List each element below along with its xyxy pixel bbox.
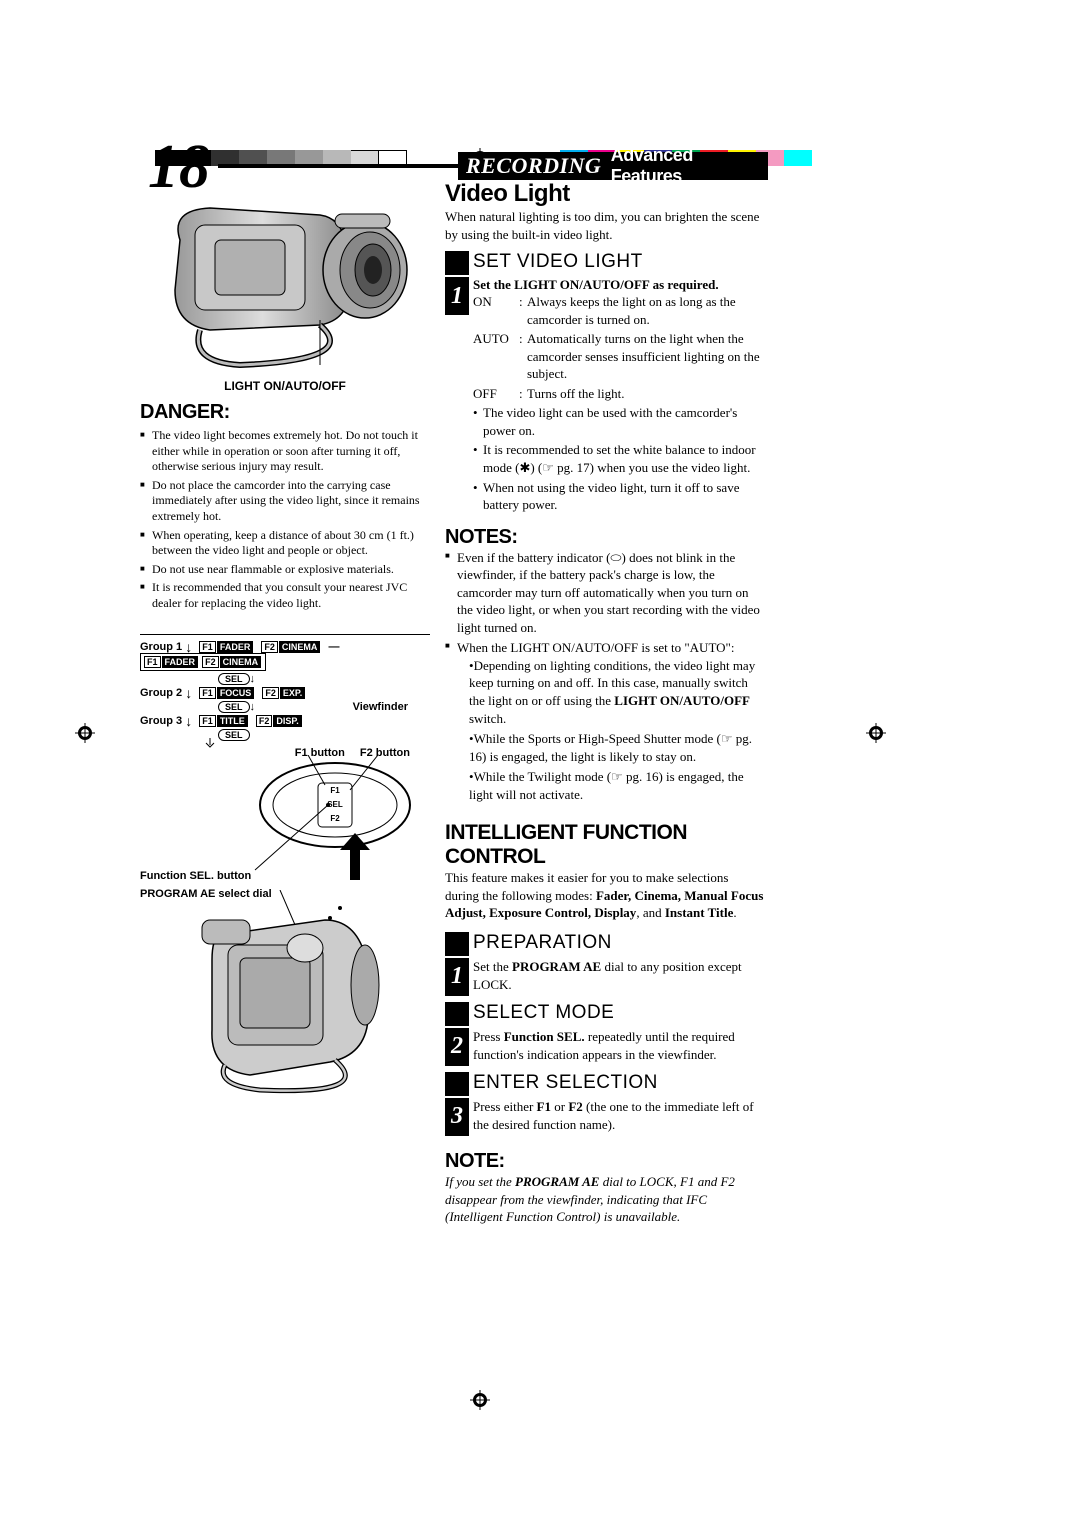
auto-value: Automatically turns on the light when th… xyxy=(527,330,765,383)
video-light-title: Video Light xyxy=(445,180,765,208)
registration-mark-right xyxy=(866,723,886,749)
title-tag: TITLE xyxy=(217,715,248,727)
auto-term: AUTO xyxy=(473,330,519,383)
note-item: When the LIGHT ON/AUTO/OFF is set to "AU… xyxy=(445,639,765,803)
ifc-title: INTELLIGENT FUNCTION CONTROL xyxy=(445,821,765,869)
vl-bullet: The video light can be used with the cam… xyxy=(473,404,765,439)
f-tag: F2 xyxy=(256,715,273,727)
ifc-intro: This feature makes it easier for you to … xyxy=(445,869,765,922)
group2-label: Group 2 xyxy=(140,687,182,699)
sel-pill: SEL xyxy=(218,673,250,685)
step-number-1-icon: 1 xyxy=(445,958,469,996)
note-sub: While the Twilight mode (☞ pg. 16) is en… xyxy=(459,768,765,803)
preparation-heading: PREPARATION xyxy=(473,932,612,956)
step-number-2-icon: 2 xyxy=(445,1028,469,1066)
registration-mark-bottom xyxy=(470,1390,490,1416)
cinema-tag: CINEMA xyxy=(220,656,262,668)
left-column: LIGHT ON/AUTO/OFF DANGER: The video ligh… xyxy=(140,190,430,1103)
disp-tag: DISP. xyxy=(273,715,301,727)
f-tag: F1 xyxy=(144,656,161,668)
note-title: NOTE: xyxy=(445,1150,765,1173)
f-tag: F1 xyxy=(199,715,216,727)
danger-item: It is recommended that you consult your … xyxy=(140,580,430,611)
svg-text:F2: F2 xyxy=(330,814,340,823)
enter-selection-heading: ENTER SELECTION xyxy=(473,1072,658,1096)
header-category: RECORDING xyxy=(466,153,601,179)
step-number-1-icon: 1 xyxy=(445,277,469,315)
off-term: OFF xyxy=(473,385,519,403)
group3-label: Group 3 xyxy=(140,715,182,727)
danger-item: Do not place the camcorder into the carr… xyxy=(140,478,430,525)
fader-tag: FADER xyxy=(217,641,254,653)
danger-item: The video light becomes extremely hot. D… xyxy=(140,428,430,475)
step-number-3-icon: 3 xyxy=(445,1098,469,1136)
note-sub: Depending on lighting conditions, the vi… xyxy=(459,657,765,727)
on-value: Always keeps the light on as long as the… xyxy=(527,293,765,328)
exp-tag: EXP. xyxy=(280,687,305,699)
f-tag: F2 xyxy=(261,641,278,653)
control-panel-illustration: F1 SEL F2 xyxy=(140,755,430,885)
danger-list: The video light becomes extremely hot. D… xyxy=(140,428,430,612)
group1-label: Group 1 xyxy=(140,641,182,653)
group-diagram: Group 1 ↓ F1FADER F2CINEMA — F1FADER F2C… xyxy=(140,634,430,1103)
header-rule xyxy=(218,164,458,168)
sel-pill: SEL xyxy=(218,701,250,713)
header-bar: RECORDING Advanced Features xyxy=(458,152,768,180)
notes-list: Even if the battery indicator (⬭) does n… xyxy=(445,549,765,804)
note-item: Even if the battery indicator (⬭) does n… xyxy=(445,549,765,637)
registration-mark-left xyxy=(75,723,95,749)
off-value: Turns off the light. xyxy=(527,385,765,403)
vl-bullet: It is recommended to set the white balan… xyxy=(473,441,765,476)
right-column: Video Light When natural lighting is too… xyxy=(445,180,765,1226)
notes-title: NOTES: xyxy=(445,526,765,549)
video-light-intro: When natural lighting is too dim, you ca… xyxy=(445,208,765,243)
cinema-tag: CINEMA xyxy=(279,641,321,653)
note-sub: While the Sports or High-Speed Shutter m… xyxy=(459,730,765,765)
danger-title: DANGER: xyxy=(140,401,430,424)
prep-text: Set the PROGRAM AE dial to any position … xyxy=(473,958,765,996)
select-text: Press Function SEL. repeatedly until the… xyxy=(473,1028,765,1066)
light-switch-label: LIGHT ON/AUTO/OFF xyxy=(140,379,430,393)
vl-bullet: When not using the video light, turn it … xyxy=(473,479,765,514)
viewfinder-label: Viewfinder xyxy=(353,701,408,713)
select-mode-heading: SELECT MODE xyxy=(473,1002,614,1026)
f-tag: F1 xyxy=(199,687,216,699)
camcorder-rear-illustration xyxy=(140,890,430,1100)
focus-tag: FOCUS xyxy=(217,687,255,699)
enter-text: Press either F1 or F2 (the one to the im… xyxy=(473,1098,765,1136)
note-body: If you set the PROGRAM AE dial to LOCK, … xyxy=(445,1173,765,1226)
set-vl-instruction: Set the LIGHT ON/AUTO/OFF as required. xyxy=(473,277,765,293)
camcorder-illustration xyxy=(140,190,420,380)
f-tag: F2 xyxy=(202,656,219,668)
danger-item: Do not use near flammable or explosive m… xyxy=(140,562,430,578)
svg-text:F1: F1 xyxy=(330,786,340,795)
fader-tag: FADER xyxy=(162,656,199,668)
f-tag: F1 xyxy=(199,641,216,653)
on-term: ON xyxy=(473,293,519,328)
danger-item: When operating, keep a distance of about… xyxy=(140,528,430,559)
sel-pill: SEL xyxy=(218,729,250,741)
set-video-light-heading: SET VIDEO LIGHT xyxy=(473,251,643,275)
f-tag: F2 xyxy=(262,687,279,699)
